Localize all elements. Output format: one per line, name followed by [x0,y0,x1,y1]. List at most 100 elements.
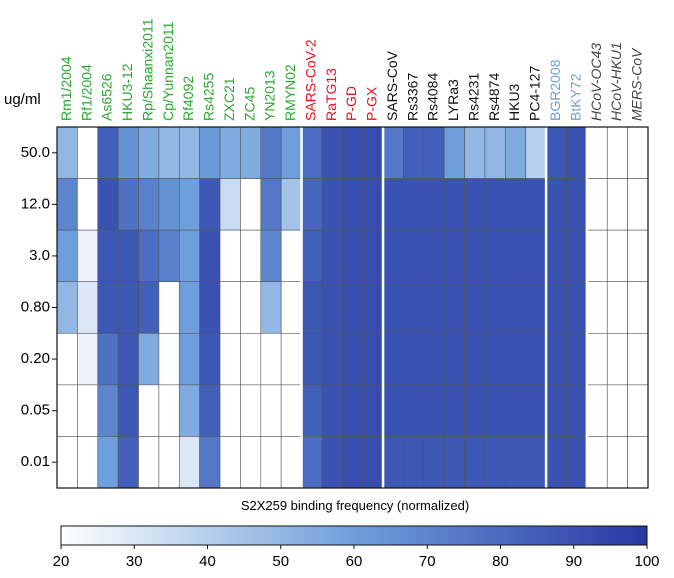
heatmap-cell [117,281,139,334]
heatmap-cell [382,384,404,437]
heatmap-cell [403,229,425,283]
heatmap-cell [178,281,200,334]
heatmap-cell [484,281,506,334]
heatmap-cell [117,436,139,489]
heatmap-cell [219,281,241,334]
heatmap-cell [117,384,139,437]
heatmap-cell [321,229,343,283]
heatmap-cell [97,126,119,179]
heatmap-cell [158,436,180,489]
heatmap-cell [97,384,119,437]
heatmap-cell [219,229,241,283]
heatmap-cell [138,178,160,231]
column-label: BGR2008 [547,59,563,121]
column-label: HKU3 [506,83,522,121]
row-label: 0.05 [21,402,50,419]
heatmap-cell [362,436,384,489]
heatmap-cell [443,436,465,489]
heatmap-cell [219,436,241,489]
column-label: RaTG13 [323,68,339,121]
heatmap-cell [586,332,608,386]
heatmap-cell [97,436,119,489]
heatmap-cell [77,126,99,179]
heatmap-cell [158,126,180,179]
column-label: BtKY72 [567,73,583,121]
row-label: 0.80 [21,298,50,315]
heatmap-cell [138,436,160,489]
heatmap-cell [301,126,323,179]
heatmap-cell [423,126,445,179]
colorbar-tick-label: 20 [53,553,70,570]
heatmap-cell [403,281,425,334]
heatmap-cell [56,178,78,231]
heatmap-cell [117,178,139,231]
heatmap-cell [606,436,628,489]
heatmap-cell [138,332,160,386]
heatmap-cell [464,332,486,386]
column-label: P-GD [343,86,359,121]
heatmap-cell [606,332,628,386]
heatmap-cell [423,178,445,231]
column-label: Rf1/2004 [78,64,94,121]
heatmap-cell [382,436,404,489]
heatmap-cell [525,126,547,179]
column-label: ZC45 [241,87,257,121]
heatmap-cell [240,178,262,231]
column-label: Rs4874 [486,73,502,121]
heatmap-cell [240,332,262,386]
heatmap-cell [505,384,527,437]
heatmap-cell [56,229,78,283]
colorbar-tick-label: 70 [419,553,436,570]
heatmap-cell [566,178,588,231]
heatmap-cell [505,281,527,334]
heatmap-cell [403,384,425,437]
heatmap-cell [545,126,567,179]
heatmap-cell [342,281,363,334]
row-label: 50.0 [21,144,50,161]
heatmap-cell [199,281,221,334]
heatmap-cell [280,384,302,437]
heatmap-cell [627,384,649,437]
column-label: Rm1/2004 [58,56,74,121]
heatmap-cell [280,229,302,283]
column-label: As6526 [99,73,115,121]
heatmap-cell [342,332,363,386]
column-label: MERS-CoV [629,47,645,121]
heatmap-cell [606,178,628,231]
heatmap-cell [219,126,241,179]
colorbar-tick-label: 60 [346,553,363,570]
heatmap-cell [362,332,384,386]
heatmap-cell [545,436,567,489]
heatmap-cell [525,436,547,489]
heatmap-cell [586,281,608,334]
heatmap-cell [240,281,262,334]
heatmap-cell [382,229,404,283]
heatmap-cell [260,332,282,386]
heatmap-cell [178,436,200,489]
heatmap-cell [362,384,384,437]
heatmap-cell [505,332,527,386]
column-label: Rs4255 [201,73,217,121]
heatmap-cell [606,126,628,179]
heatmap-cell [627,178,649,231]
heatmap-cell [97,229,119,283]
heatmap-cell [97,332,119,386]
heatmap-cell [403,126,425,179]
heatmap-cell [260,281,282,334]
heatmap-cell [117,332,139,386]
heatmap-cell [566,384,588,437]
heatmap-cell [382,178,404,231]
heatmap-cell [280,178,302,231]
heatmap-cell [342,126,363,179]
heatmap-cell [627,332,649,386]
heatmap-cell [280,281,302,334]
heatmap-cell [423,229,445,283]
column-label: ZXC21 [221,77,237,121]
heatmap-cell [566,126,588,179]
heatmap-cell [403,332,425,386]
colorbar-tick-label: 40 [199,553,216,570]
heatmap-cell [301,384,323,437]
heatmap-cell [321,281,343,334]
heatmap-cell [505,178,527,231]
heatmap-cell [117,126,139,179]
